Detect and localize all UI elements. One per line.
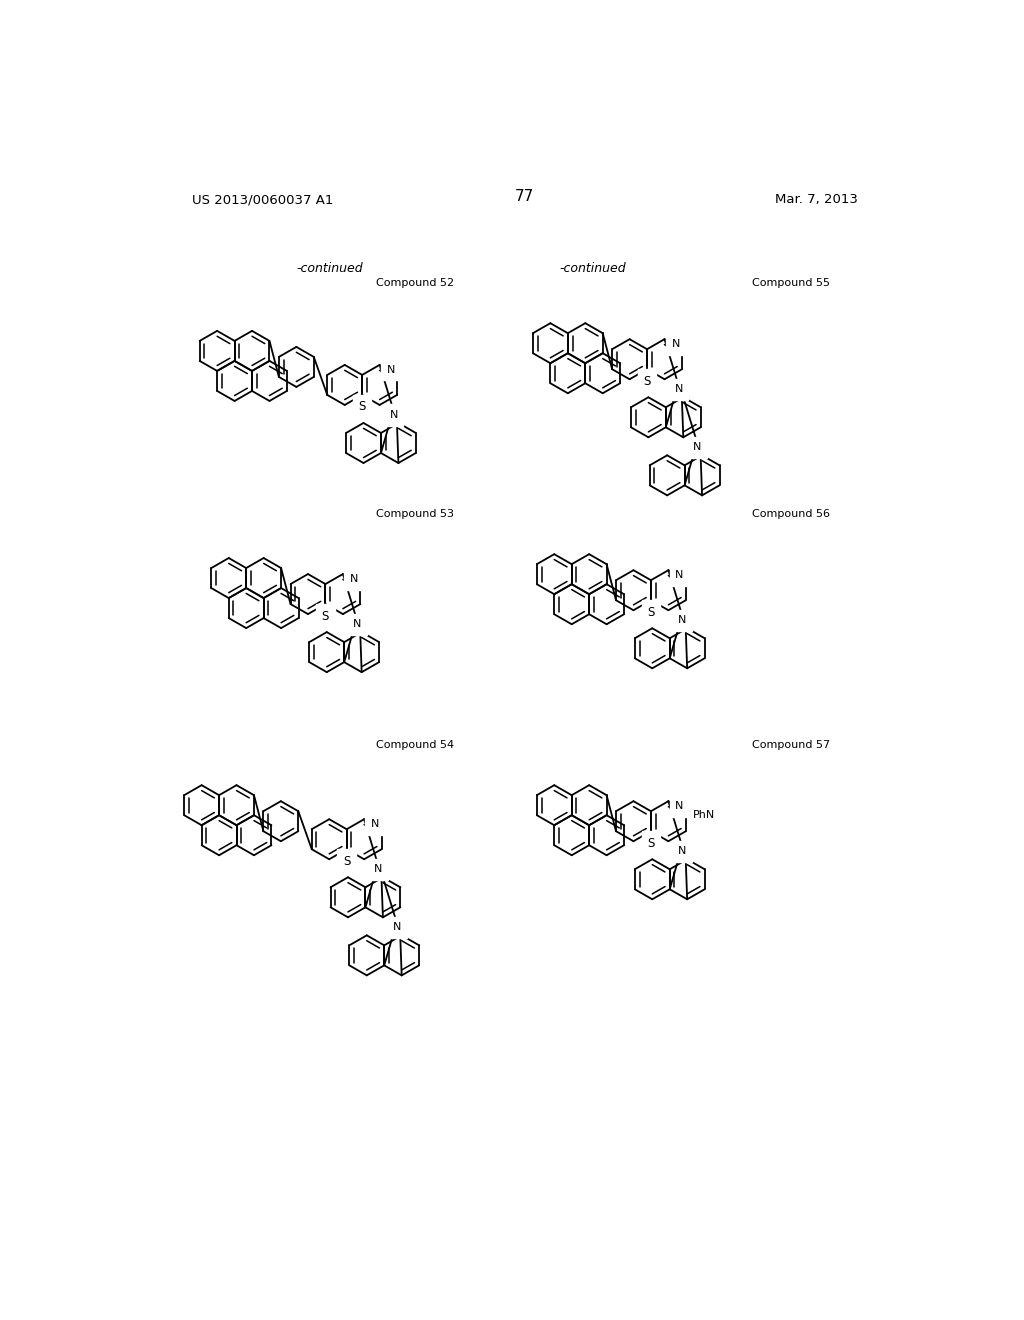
Text: Compound 57: Compound 57 <box>752 739 829 750</box>
Text: N: N <box>374 865 382 874</box>
Text: PhN: PhN <box>692 810 715 820</box>
Text: S: S <box>647 606 654 619</box>
Text: N: N <box>386 364 395 375</box>
Text: N: N <box>371 820 379 829</box>
Text: N: N <box>678 846 687 857</box>
Text: -continued: -continued <box>560 263 627 276</box>
Text: S: S <box>322 610 329 623</box>
Text: N: N <box>675 801 684 812</box>
Text: S: S <box>647 837 654 850</box>
Text: Compound 55: Compound 55 <box>752 277 829 288</box>
Text: N: N <box>675 384 683 395</box>
Text: N: N <box>693 442 701 453</box>
Text: S: S <box>643 375 650 388</box>
Text: N: N <box>393 923 401 932</box>
Text: Compound 54: Compound 54 <box>376 739 454 750</box>
Text: Compound 52: Compound 52 <box>376 277 454 288</box>
Text: Mar. 7, 2013: Mar. 7, 2013 <box>775 193 858 206</box>
Text: S: S <box>343 855 350 867</box>
Text: N: N <box>675 570 684 581</box>
Text: Compound 53: Compound 53 <box>376 508 454 519</box>
Text: N: N <box>389 411 398 420</box>
Text: Compound 56: Compound 56 <box>752 508 829 519</box>
Text: N: N <box>353 619 361 630</box>
Text: N: N <box>350 574 358 583</box>
Text: N: N <box>672 339 680 350</box>
Text: -continued: -continued <box>296 263 362 276</box>
Text: US 2013/0060037 A1: US 2013/0060037 A1 <box>191 193 333 206</box>
Text: S: S <box>358 400 366 413</box>
Text: N: N <box>678 615 687 626</box>
Text: 77: 77 <box>515 189 535 205</box>
